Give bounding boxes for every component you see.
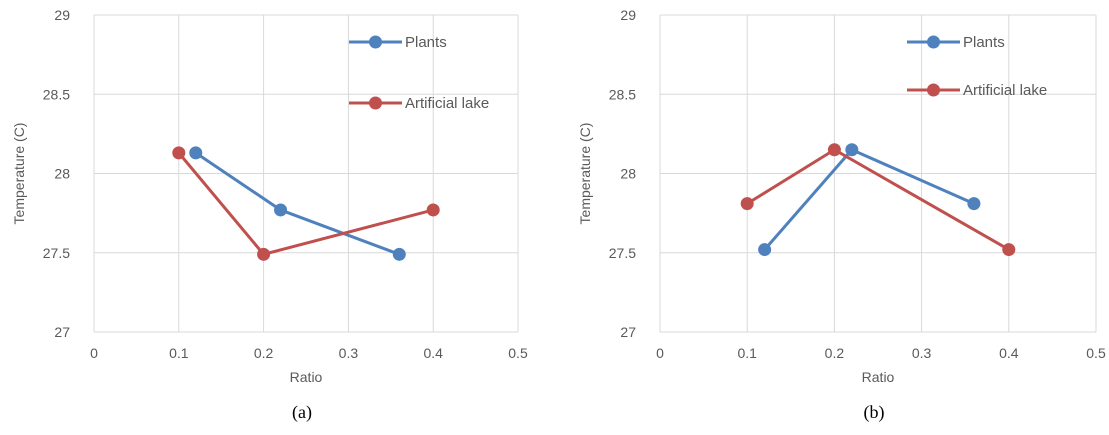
data-point-plants (392, 247, 406, 261)
x-tick-label: 0.4 (423, 345, 443, 361)
y-tick-label: 28 (54, 166, 70, 182)
y-axis-title: Temperature (C) (11, 123, 27, 225)
x-tick-label: 0.1 (737, 345, 757, 361)
data-point-plants (274, 203, 288, 217)
y-tick-label: 27.5 (609, 245, 636, 261)
x-tick-label: 0 (90, 345, 98, 361)
y-tick-label: 27 (620, 324, 636, 340)
panel-caption: (a) (292, 402, 312, 423)
x-axis-title: Ratio (290, 369, 323, 385)
legend-marker-plants (369, 35, 382, 49)
panel-caption: (b) (864, 402, 885, 423)
legend-label-artificial-lake: Artificial lake (963, 82, 1047, 99)
chart-panel-a: 0 0.1 0.2 0.3 0.4 0.5 27 27.5 28 28.5 29 Ratio Tempe… (11, 7, 528, 423)
data-point-plants (758, 243, 772, 257)
legend-marker-plants (927, 35, 940, 49)
legend-marker-artificial-lake (369, 96, 382, 110)
series-line-plants (194, 151, 400, 256)
y-tick-label: 28 (620, 166, 636, 182)
y-axis-title: Temperature (C) (577, 123, 593, 225)
y-tick-label: 27 (54, 324, 70, 340)
x-tick-label: 0 (656, 345, 664, 361)
legend-label-plants: Plants (963, 34, 1005, 51)
legend-marker-artificial-lake (927, 83, 940, 97)
x-tick-label: 0.1 (169, 345, 189, 361)
legend-label-plants: Plants (405, 34, 447, 51)
series-line-plants (763, 148, 975, 251)
data-point-artificial-lake (740, 197, 754, 211)
data-point-plants (845, 143, 859, 157)
y-tick-label: 28.5 (43, 86, 70, 102)
x-tick-label: 0.4 (999, 345, 1019, 361)
y-tick-label: 27.5 (43, 245, 70, 261)
data-point-plants (967, 197, 981, 211)
legend-label-artificial-lake: Artificial lake (405, 95, 489, 112)
data-point-artificial-lake (257, 247, 271, 261)
x-tick-label: 0.3 (339, 345, 359, 361)
x-tick-label: 0.2 (254, 345, 274, 361)
x-tick-label: 0.5 (1086, 345, 1106, 361)
data-point-plants (189, 146, 203, 160)
y-tick-label: 29 (620, 7, 636, 23)
data-point-artificial-lake (1002, 243, 1016, 257)
x-tick-label: 0.3 (912, 345, 932, 361)
data-point-artificial-lake (827, 143, 841, 157)
x-tick-label: 0.2 (825, 345, 845, 361)
x-axis-title: Ratio (862, 369, 895, 385)
y-tick-label: 28.5 (609, 86, 636, 102)
data-point-artificial-lake (426, 203, 440, 217)
chart-panel-b: 0 0.1 0.2 0.3 0.4 0.5 27 27.5 28 28.5 29 Ratio Tempe… (577, 7, 1106, 423)
data-point-artificial-lake (172, 146, 186, 160)
x-tick-label: 0.5 (508, 345, 528, 361)
y-tick-label: 29 (54, 7, 70, 23)
